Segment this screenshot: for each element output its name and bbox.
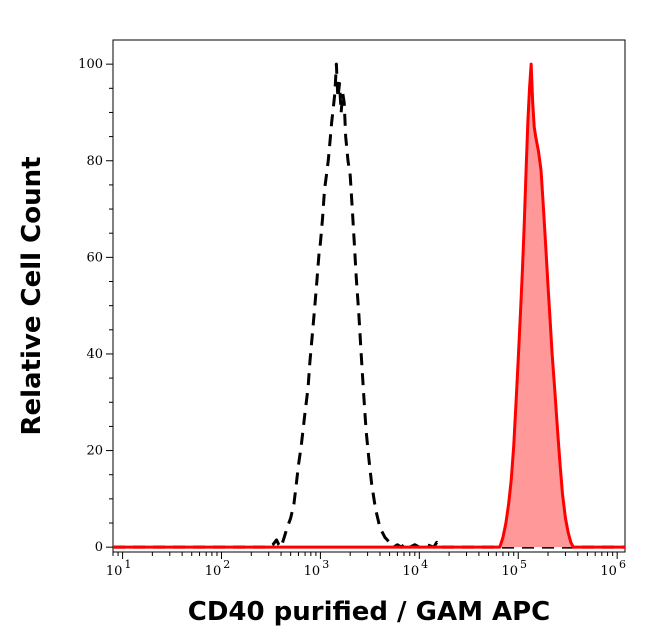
plot-frame (112, 39, 626, 553)
y-axis: 0 20 40 60 80 100 (78, 57, 113, 555)
series-2-line (113, 62, 625, 549)
y-tick-label: 40 (86, 347, 103, 362)
series-1-line (113, 62, 625, 549)
x-tick-label: 10 1 (106, 558, 132, 579)
series-layer (113, 62, 625, 549)
y-tick-label: 100 (78, 57, 103, 72)
x-tick-label: 10 2 (205, 558, 231, 579)
series-2-area (113, 64, 625, 548)
x-tick-label: 10 6 (600, 558, 626, 579)
x-tick-label: 10 3 (304, 558, 330, 579)
y-tick-label: 80 (86, 154, 103, 169)
y-tick-label: 20 (86, 444, 103, 459)
x-axis-title: CD40 purified / GAM APC (188, 597, 551, 627)
y-axis-title: Relative Cell Count (17, 156, 47, 435)
y-tick-label: 0 (95, 540, 103, 555)
y-tick-label: 60 (86, 250, 103, 265)
x-axis: 10 1 10 2 10 3 10 4 10 5 10 6 (106, 552, 626, 579)
x-tick-label: 10 5 (501, 558, 527, 579)
x-tick-label: 10 4 (403, 558, 429, 579)
